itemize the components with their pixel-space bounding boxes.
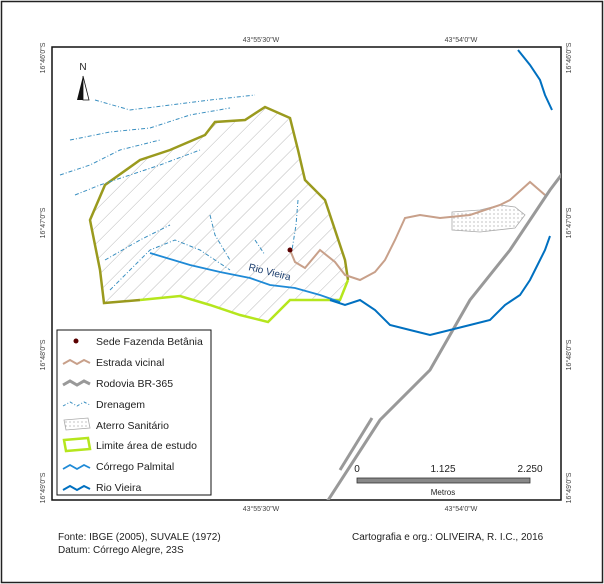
highway-branch bbox=[338, 417, 374, 471]
scale-unit: Metros bbox=[431, 488, 455, 497]
palmital-stream bbox=[149, 252, 341, 303]
farm-headquarters bbox=[287, 247, 293, 253]
coord-label: 43°55'30"W bbox=[243, 505, 280, 513]
scale-label: 0 bbox=[354, 464, 360, 475]
coord-label: 16°47'0"S bbox=[565, 207, 573, 238]
north-arrow: N bbox=[77, 62, 90, 101]
scale-label: 2.250 bbox=[517, 464, 542, 475]
legend-label: Drenagem bbox=[96, 399, 145, 411]
footer-source: Fonte: IBGE (2005), SUVALE (1972) bbox=[58, 532, 221, 543]
legend-label: Limite área de estudo bbox=[96, 440, 197, 452]
legend-label: Córrego Palmital bbox=[96, 461, 174, 473]
legend-label: Estrada vicinal bbox=[96, 357, 164, 369]
landfill bbox=[451, 204, 526, 233]
north-label: N bbox=[79, 62, 86, 73]
footer-credits: Cartografia e org.: OLIVEIRA, R. I.C., 2… bbox=[352, 532, 544, 543]
coord-label: 16°47'0"S bbox=[39, 207, 47, 238]
scale-bar: 0 1.125 2.250 Metros bbox=[354, 464, 543, 497]
vieira-river bbox=[329, 235, 551, 337]
coord-label: 16°48'0"S bbox=[565, 339, 573, 370]
legend-label: Sede Fazenda Betânia bbox=[96, 336, 203, 348]
coord-label: 16°49'0"S bbox=[39, 472, 47, 503]
footer-datum: Datum: Córrego Alegre, 23S bbox=[58, 545, 184, 556]
coord-label: 43°54'0"W bbox=[445, 505, 478, 513]
legend-label: Rio Vieira bbox=[96, 482, 141, 494]
coord-label: 16°48'0"S bbox=[39, 339, 47, 370]
coord-label: 16°46'0"S bbox=[565, 42, 573, 73]
legend-label: Rodovia BR-365 bbox=[96, 378, 173, 390]
coord-label: 16°46'0"S bbox=[39, 42, 47, 73]
coord-label: 43°55'30"W bbox=[243, 36, 280, 44]
legend: Sede Fazenda Betânia Estrada vicinal Rod… bbox=[56, 329, 212, 496]
local-road bbox=[289, 180, 546, 282]
map-content: Rio Vieira bbox=[59, 49, 561, 500]
study-area bbox=[90, 107, 348, 322]
study-boundary bbox=[88, 105, 350, 305]
coord-label: 16°49'0"S bbox=[565, 472, 573, 503]
vieira-river-north bbox=[517, 49, 553, 111]
drainage bbox=[59, 94, 299, 291]
highway bbox=[326, 172, 561, 500]
legend-label: Aterro Sanitário bbox=[96, 420, 169, 432]
scale-label: 1.125 bbox=[430, 464, 455, 475]
coord-label: 43°54'0"W bbox=[445, 36, 478, 44]
